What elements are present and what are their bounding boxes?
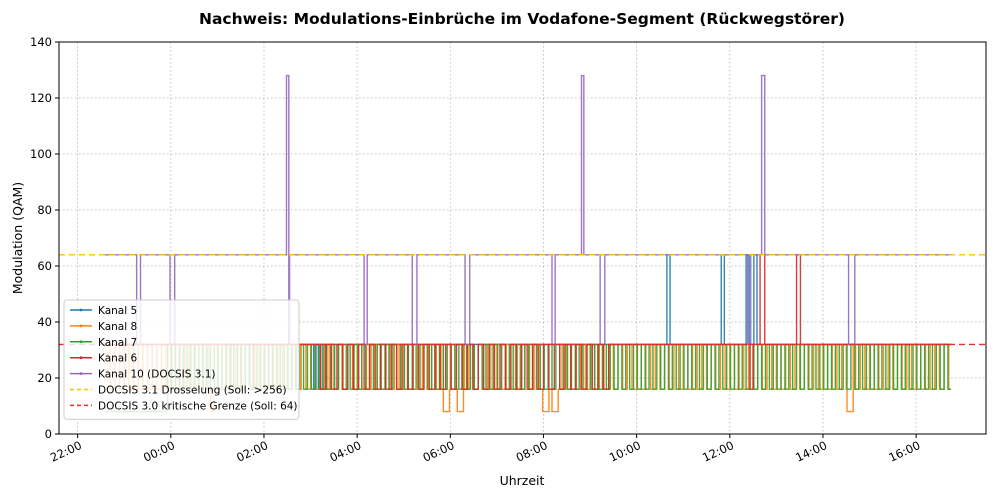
y-tick-label: 60 [37,259,52,273]
legend-entry: Kanal 10 (DOCSIS 3.1) [70,369,216,381]
x-axis-ticks: 22:00 00:00 02:00 04:00 06:00 08:00 10:00 12:00… [48,434,922,465]
y-tick-label: 120 [30,91,52,105]
legend-label: DOCSIS 3.1 Drosselung (Soll: >256) [98,385,287,397]
series-line-5 [104,74,952,346]
x-tick-label: 22:00 [48,438,84,465]
legend-label: Kanal 7 [98,337,137,349]
x-tick-label: 16:00 [886,438,922,465]
legend-marker [79,372,83,375]
chart-title: Nachweis: Modulations-Einbrüche im Vodaf… [199,10,845,28]
legend-marker [79,340,83,344]
legend-marker [79,324,83,328]
legend-marker [79,356,83,360]
y-tick-label: 20 [37,371,52,385]
legend-entry: Kanal 6 [70,353,137,365]
legend-entry: DOCSIS 3.0 kritische Grenze (Soll: 64) [70,400,298,412]
x-tick-label: 04:00 [327,438,363,465]
y-tick-label: 100 [30,147,52,161]
x-tick-label: 06:00 [421,438,457,465]
x-axis-label: Uhrzeit [500,473,545,488]
x-tick-label: 12:00 [700,438,736,465]
x-tick-label: 00:00 [141,438,177,465]
legend-entry: DOCSIS 3.1 Drosselung (Soll: >256) [70,385,287,397]
y-axis-ticks: 0 20 40 60 80 100 120 140 [30,35,59,441]
x-tick-label: 02:00 [234,438,270,465]
legend-label: Kanal 10 (DOCSIS 3.1) [98,369,216,381]
legend-label: DOCSIS 3.0 kritische Grenze (Soll: 64) [98,400,298,412]
legend-marker [79,308,83,312]
y-axis-label: Modulation (QAM) [10,182,25,294]
y-tick-label: 80 [37,203,52,217]
legend-entry: Kanal 8 [70,321,137,333]
plot-frame [58,41,987,435]
y-tick-label: 40 [37,315,52,329]
y-tick-label: 140 [30,35,52,49]
x-tick-label: 08:00 [514,438,550,465]
legend-label: Kanal 5 [98,305,137,317]
legend: Kanal 5 Kanal 8 Kanal 7 Kanal 6 Kanal 10 (DO… [63,299,300,420]
y-tick-label: 0 [45,427,52,441]
legend-label: Kanal 6 [98,353,137,365]
legend-entry: Kanal 5 [70,305,137,317]
legend-entry: Kanal 7 [70,337,137,349]
x-tick-label: 14:00 [793,438,829,465]
legend-label: Kanal 8 [98,321,137,333]
x-tick-label: 10:00 [607,438,643,465]
legend-box [63,299,300,420]
